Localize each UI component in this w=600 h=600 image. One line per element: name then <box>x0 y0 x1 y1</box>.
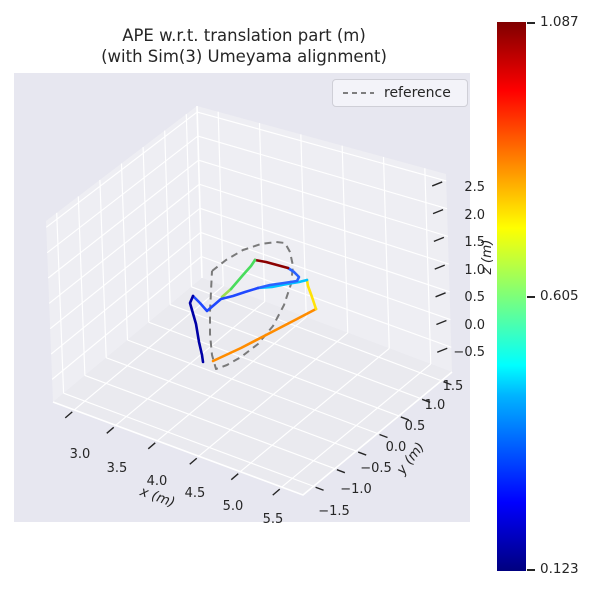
colorbar-tick-mark <box>527 569 535 571</box>
svg-text:−0.5: −0.5 <box>453 345 485 360</box>
svg-text:0.0: 0.0 <box>386 440 407 455</box>
estimate-trajectory <box>188 258 318 364</box>
reference-trajectory <box>209 241 294 370</box>
tick-labels: 3.0 3.5 4.0 4.5 5.0 5.5 1.5 1.0 0.5 0.0 −0.5 −1.0 −1… <box>70 180 485 527</box>
svg-text:3.5: 3.5 <box>107 461 128 476</box>
svg-text:1.0: 1.0 <box>425 398 446 413</box>
estimate-trajectory-segment <box>188 294 205 364</box>
grid-lines <box>45 111 452 488</box>
estimate-trajectory-segment <box>256 266 301 290</box>
axis-edge-lines <box>52 105 453 496</box>
estimate-trajectory-segment <box>191 286 260 313</box>
svg-text:1.5: 1.5 <box>443 379 464 394</box>
svg-text:1.0: 1.0 <box>464 263 485 278</box>
axis-labels: x (m)y (m)z (m) <box>137 239 495 510</box>
chart-title: APE w.r.t. translation part (m) (with Si… <box>0 25 488 67</box>
svg-text:0.0: 0.0 <box>464 318 485 333</box>
legend-dashed-line-sample <box>343 92 374 94</box>
svg-text:3.0: 3.0 <box>70 447 91 462</box>
tick-marks <box>64 181 452 496</box>
z-axis-label: z (m) <box>479 239 495 275</box>
svg-text:4.0: 4.0 <box>147 474 168 489</box>
estimate-trajectory-segment <box>253 258 290 270</box>
svg-text:2.0: 2.0 <box>464 208 485 223</box>
svg-text:5.0: 5.0 <box>223 499 244 514</box>
colorbar-tick-mark <box>527 296 535 298</box>
svg-text:−1.5: −1.5 <box>318 504 350 519</box>
estimate-trajectory-segment <box>220 287 233 299</box>
estimate-trajectory-segment <box>256 278 309 290</box>
svg-text:0.5: 0.5 <box>405 419 426 434</box>
legend: reference <box>332 79 468 107</box>
estimate-trajectory-segment <box>305 278 318 311</box>
chart-title-line1: APE w.r.t. translation part (m) <box>122 26 366 45</box>
colorbar-tick-mark <box>527 22 535 24</box>
svg-text:1.5: 1.5 <box>464 235 485 250</box>
estimate-trajectory-segment <box>211 307 318 363</box>
svg-text:−1.0: −1.0 <box>340 482 372 497</box>
svg-text:5.5: 5.5 <box>263 512 284 527</box>
estimate-trajectory-segment <box>229 258 257 291</box>
chart-title-line2: (with Sim(3) Umeyama alignment) <box>101 47 387 66</box>
svg-text:4.5: 4.5 <box>185 486 206 501</box>
left-wall-pane <box>46 106 202 402</box>
legend-item-reference: reference <box>384 85 451 101</box>
svg-text:0.5: 0.5 <box>464 290 485 305</box>
colorbar-tick-label: 1.087 <box>540 14 579 30</box>
svg-text:2.5: 2.5 <box>464 180 485 195</box>
colorbar-tick-label: 0.123 <box>540 561 579 577</box>
colorbar <box>497 22 526 571</box>
colorbar-tick-label: 0.605 <box>540 288 579 304</box>
svg-text:−0.5: −0.5 <box>360 461 392 476</box>
